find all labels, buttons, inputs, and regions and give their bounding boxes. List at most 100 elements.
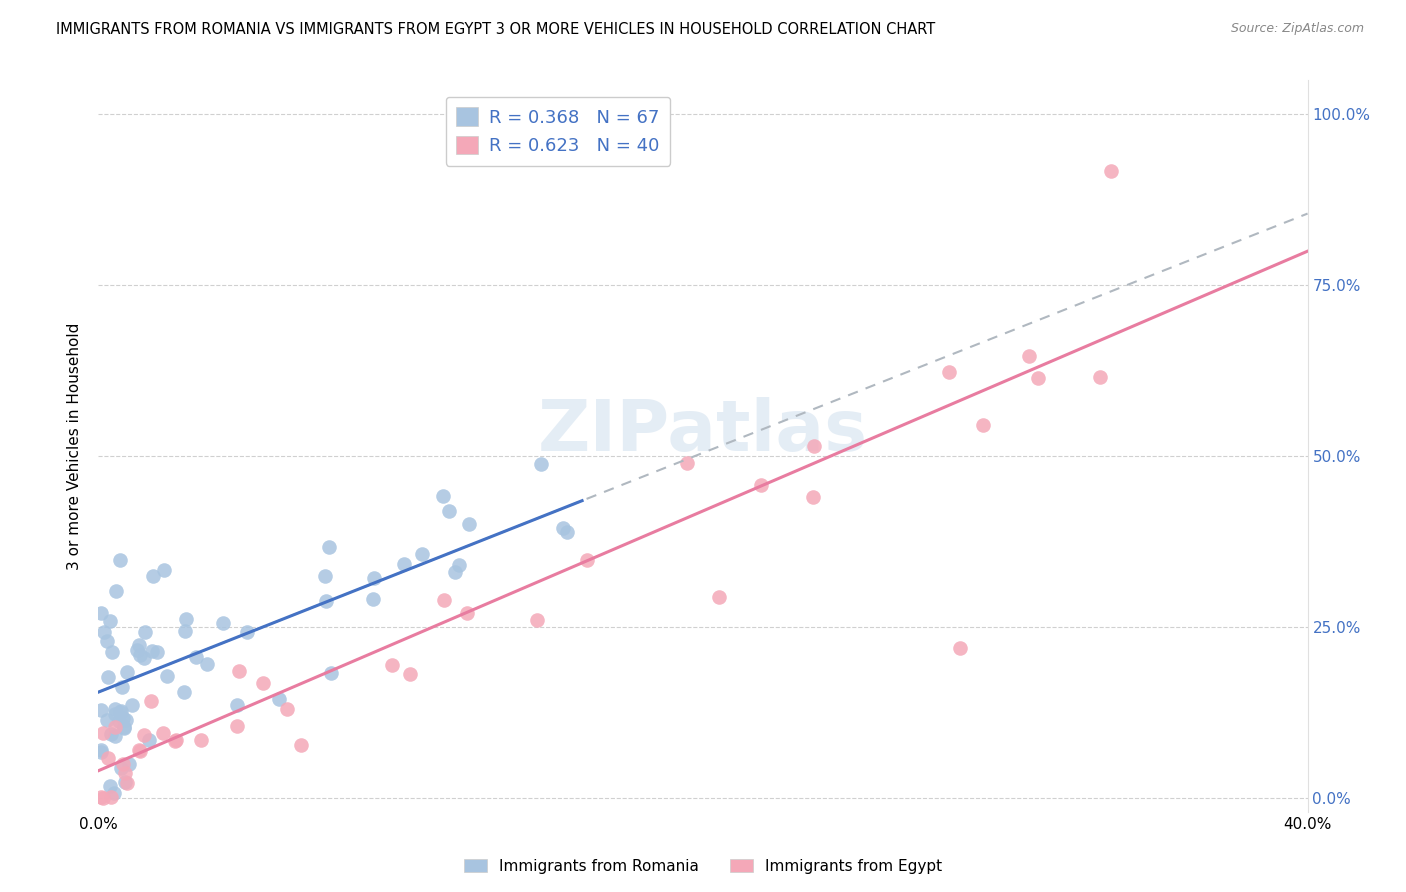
Point bbox=[117, 665, 139, 679]
Point bbox=[707, 590, 730, 604]
Point bbox=[252, 676, 274, 690]
Point bbox=[101, 645, 124, 659]
Legend: Immigrants from Romania, Immigrants from Egypt: Immigrants from Romania, Immigrants from… bbox=[458, 853, 948, 880]
Point bbox=[276, 702, 298, 716]
Point bbox=[93, 625, 115, 640]
Point bbox=[174, 624, 197, 638]
Point bbox=[152, 726, 174, 740]
Point bbox=[1099, 163, 1122, 178]
Point bbox=[443, 566, 465, 580]
Point bbox=[104, 706, 127, 721]
Point bbox=[530, 457, 553, 471]
Point bbox=[104, 729, 127, 743]
Text: IMMIGRANTS FROM ROMANIA VS IMMIGRANTS FROM EGYPT 3 OR MORE VEHICLES IN HOUSEHOLD: IMMIGRANTS FROM ROMANIA VS IMMIGRANTS FR… bbox=[56, 22, 935, 37]
Point bbox=[115, 776, 138, 790]
Point bbox=[225, 719, 247, 733]
Point bbox=[91, 725, 114, 739]
Point bbox=[314, 569, 336, 583]
Point bbox=[90, 703, 112, 717]
Point bbox=[432, 592, 454, 607]
Point bbox=[290, 739, 312, 753]
Point bbox=[456, 606, 478, 620]
Point bbox=[128, 648, 150, 663]
Point bbox=[551, 521, 574, 535]
Point bbox=[174, 612, 197, 626]
Point bbox=[938, 365, 960, 379]
Point bbox=[98, 779, 121, 793]
Point bbox=[128, 742, 150, 756]
Point bbox=[555, 524, 578, 539]
Point bbox=[108, 714, 131, 728]
Point bbox=[97, 750, 120, 764]
Point bbox=[90, 606, 112, 620]
Point bbox=[1018, 349, 1040, 363]
Point bbox=[315, 594, 337, 608]
Point bbox=[1088, 370, 1111, 384]
Point bbox=[104, 720, 127, 734]
Point bbox=[576, 553, 599, 567]
Text: Source: ZipAtlas.com: Source: ZipAtlas.com bbox=[1230, 22, 1364, 36]
Point bbox=[128, 744, 150, 758]
Point bbox=[165, 734, 187, 748]
Point bbox=[97, 670, 120, 684]
Point bbox=[103, 786, 125, 800]
Point bbox=[118, 756, 141, 771]
Point bbox=[96, 713, 118, 727]
Point bbox=[173, 685, 195, 699]
Point bbox=[110, 553, 132, 567]
Point bbox=[381, 657, 404, 672]
Point bbox=[972, 417, 994, 432]
Point bbox=[319, 666, 342, 681]
Point bbox=[392, 558, 415, 572]
Point bbox=[399, 666, 422, 681]
Point bbox=[112, 757, 135, 772]
Point bbox=[127, 642, 149, 657]
Point bbox=[98, 615, 121, 629]
Point bbox=[184, 649, 207, 664]
Point bbox=[236, 625, 259, 640]
Point bbox=[801, 490, 824, 504]
Point bbox=[156, 668, 179, 682]
Point bbox=[437, 503, 460, 517]
Point bbox=[112, 722, 135, 736]
Point bbox=[318, 541, 340, 555]
Point bbox=[90, 789, 112, 804]
Point bbox=[457, 517, 479, 532]
Point bbox=[190, 733, 212, 747]
Point bbox=[676, 456, 699, 470]
Point bbox=[432, 489, 454, 503]
Point bbox=[134, 651, 156, 665]
Point bbox=[90, 745, 112, 759]
Point bbox=[110, 761, 132, 775]
Point bbox=[100, 789, 122, 804]
Point bbox=[141, 643, 163, 657]
Point bbox=[112, 720, 135, 734]
Point bbox=[128, 638, 150, 652]
Point bbox=[100, 727, 122, 741]
Point bbox=[104, 584, 127, 599]
Point bbox=[949, 640, 972, 655]
Point bbox=[269, 692, 291, 706]
Point bbox=[195, 657, 218, 671]
Point bbox=[104, 702, 127, 716]
Point bbox=[115, 713, 138, 727]
Point bbox=[749, 477, 772, 491]
Point bbox=[228, 664, 250, 678]
Point bbox=[165, 733, 187, 747]
Point bbox=[803, 439, 825, 453]
Point bbox=[114, 765, 136, 780]
Point bbox=[93, 791, 115, 805]
Point bbox=[134, 728, 156, 742]
Point bbox=[526, 613, 548, 627]
Point bbox=[111, 680, 134, 694]
Point bbox=[361, 591, 384, 606]
Point bbox=[110, 705, 132, 719]
Point bbox=[447, 558, 470, 573]
Point bbox=[121, 698, 143, 712]
Point bbox=[411, 547, 433, 561]
Point bbox=[363, 571, 385, 585]
Point bbox=[110, 706, 132, 720]
Point bbox=[142, 569, 165, 583]
Point bbox=[1026, 371, 1049, 385]
Text: ZIPatlas: ZIPatlas bbox=[538, 397, 868, 466]
